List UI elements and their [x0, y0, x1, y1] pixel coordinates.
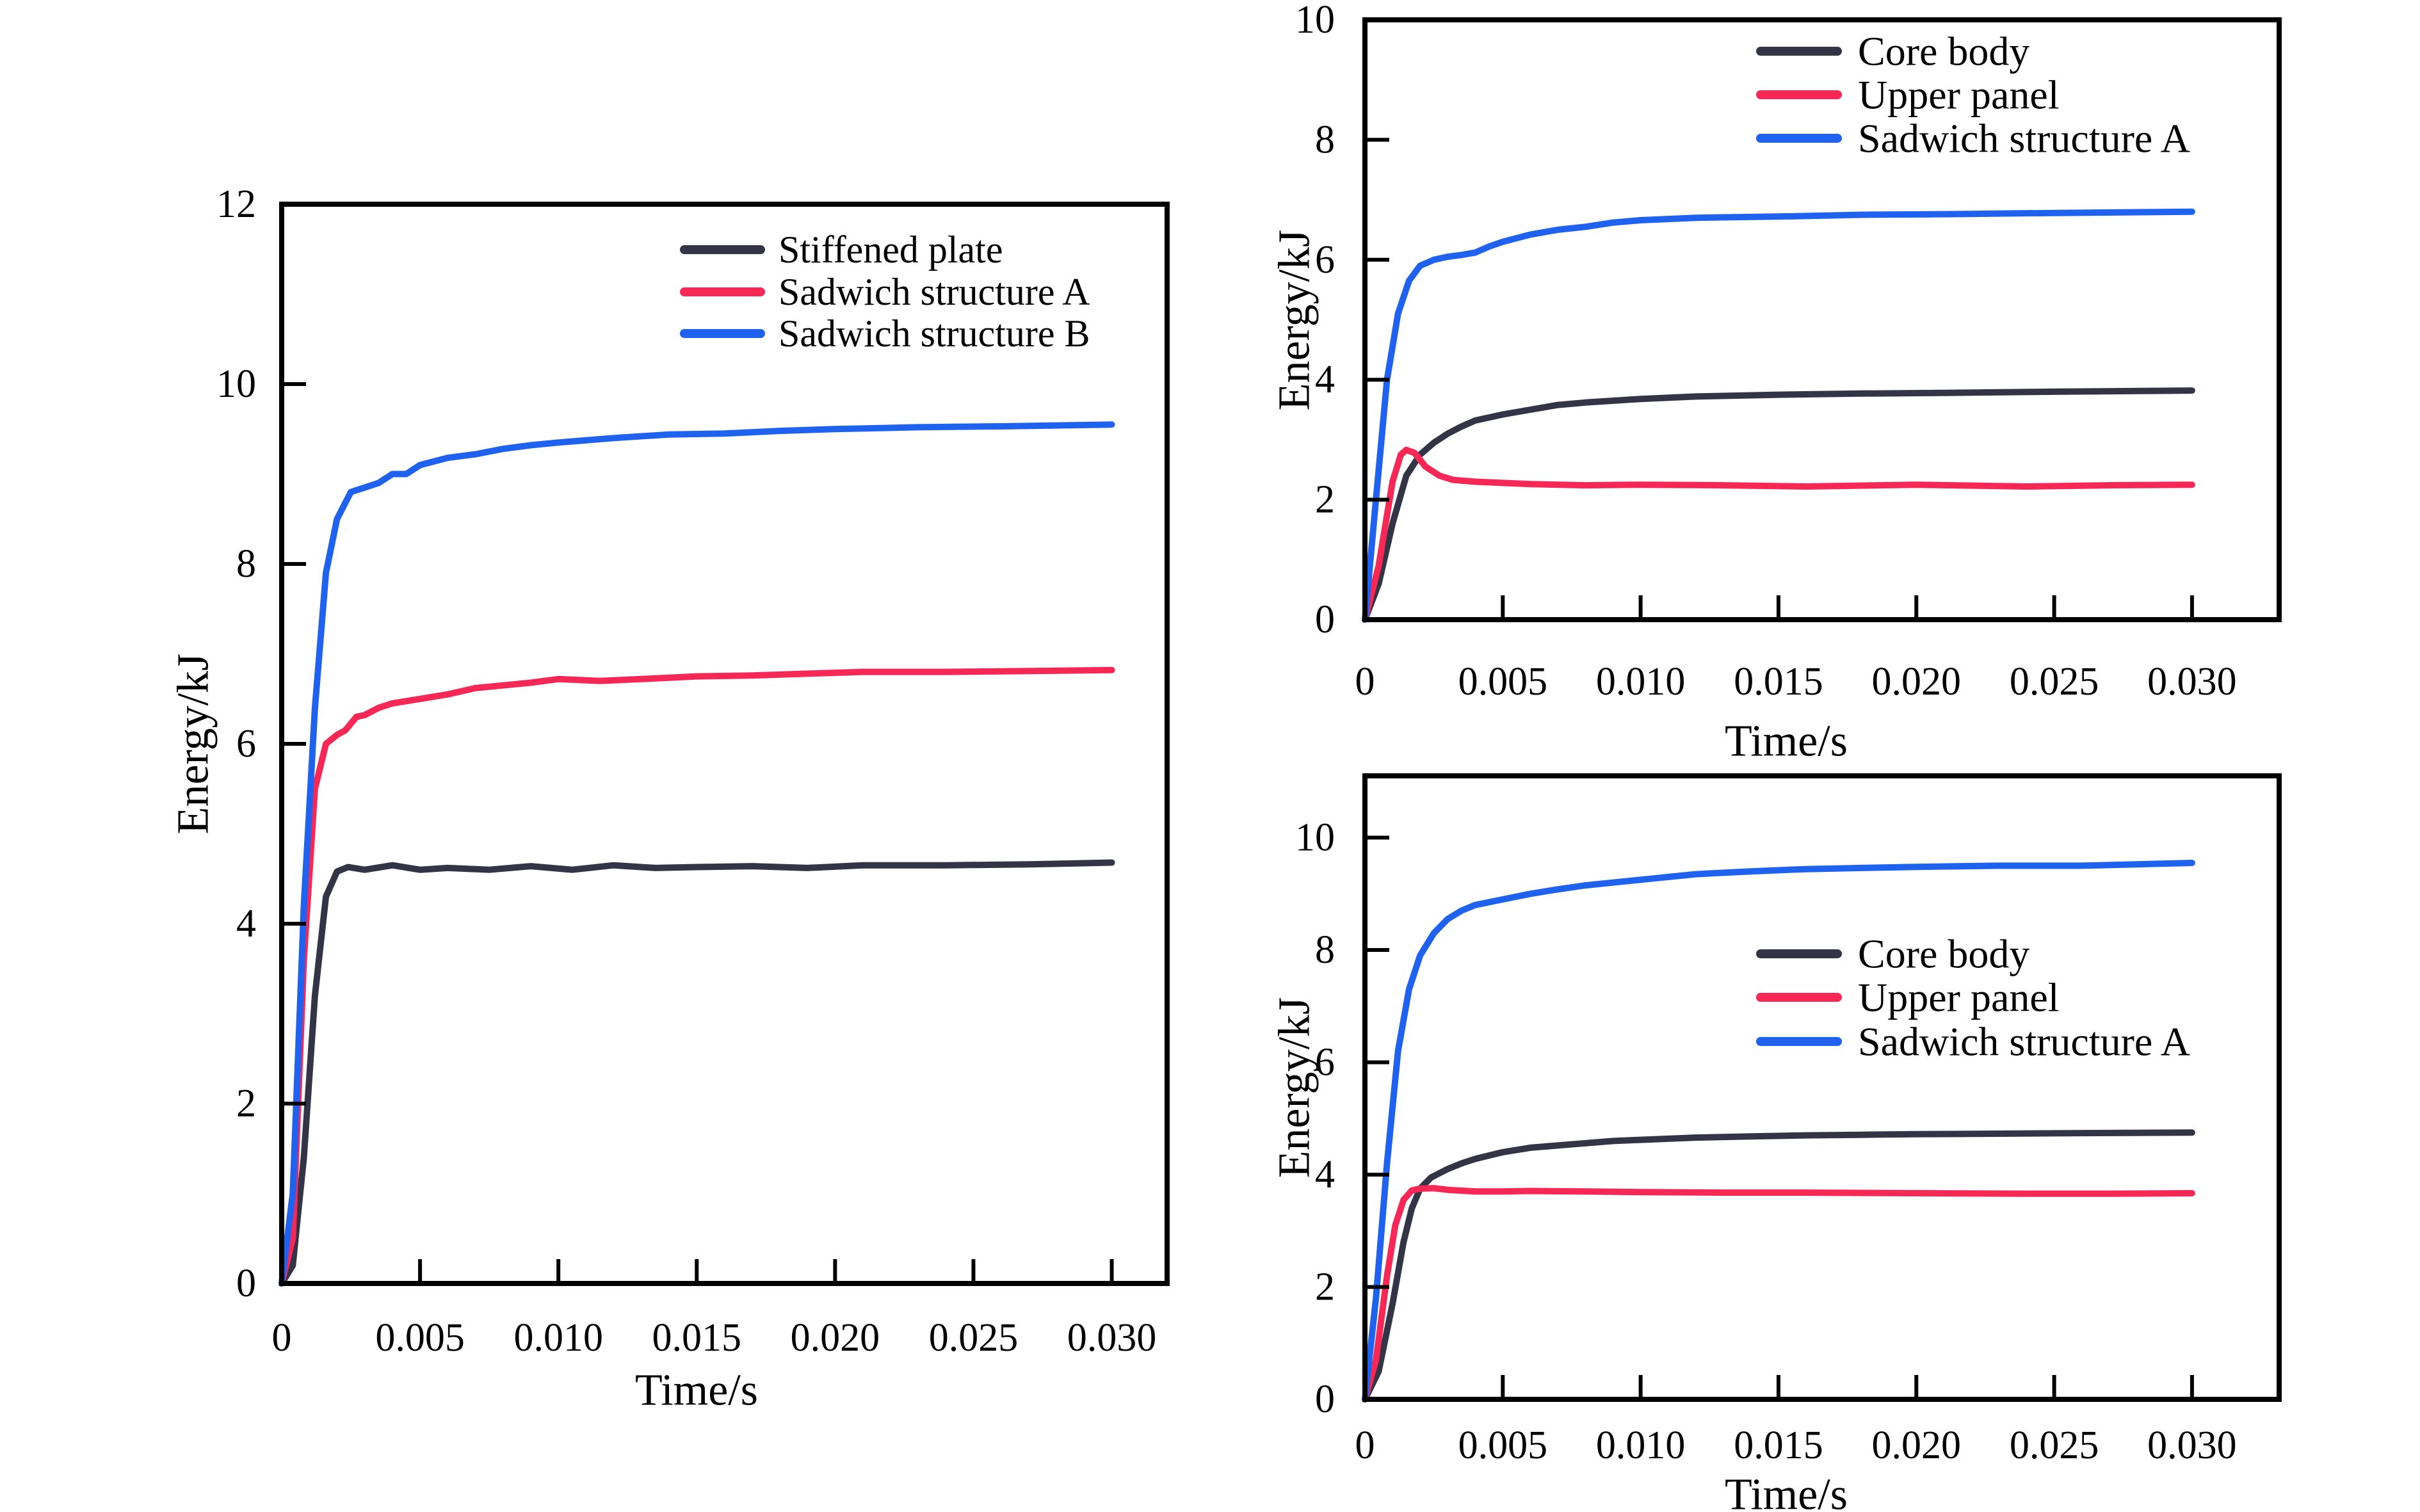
- y-tick-label: 0: [1315, 598, 1335, 641]
- y-tick-label: 2: [1315, 1266, 1335, 1309]
- x-tick-label: 0.010: [1596, 1424, 1686, 1467]
- legend-label: Sadwich structure A: [1858, 116, 2190, 161]
- legend-label: Core body: [1858, 931, 2029, 977]
- y-tick-label: 0: [1315, 1378, 1335, 1421]
- x-tick-label: 0.015: [1734, 1424, 1823, 1467]
- x-tick-label: 0.005: [1458, 1424, 1548, 1467]
- x-tick-label: 0: [1355, 1424, 1375, 1467]
- x-tick-label: 0.010: [1596, 660, 1686, 704]
- y-tick-label: 8: [1315, 118, 1335, 161]
- y-tick-label: 4: [236, 902, 256, 945]
- series-core-body: [1362, 387, 2195, 623]
- plot-frame: [1362, 773, 2282, 1402]
- y-axis-title: Energy/kJ: [169, 654, 218, 835]
- x-tick-label: 0.020: [791, 1316, 880, 1360]
- y-tick-label: 12: [216, 182, 256, 226]
- y-tick-label: 6: [1315, 1041, 1335, 1084]
- x-tick-label: 0.015: [1734, 660, 1823, 704]
- y-tick-label: 6: [236, 722, 256, 766]
- y-axis-title: Energy/kJ: [1270, 230, 1319, 411]
- series-stiffened-plate: [278, 859, 1115, 1287]
- y-axis-title: Energy/kJ: [1270, 997, 1319, 1178]
- series-sadwich-structure-a: [1362, 208, 2195, 623]
- x-tick-label: 0.020: [1872, 1424, 1962, 1467]
- x-tick-label: 0.030: [1067, 1316, 1157, 1360]
- x-axis-title: Time/s: [1725, 717, 1848, 766]
- x-tick-label: 0.025: [2010, 660, 2099, 704]
- x-tick-label: 0.005: [1458, 660, 1548, 704]
- series-sadwich-structure-b: [278, 421, 1115, 1287]
- plot-frame: [1362, 17, 2282, 622]
- y-tick-label: 2: [236, 1082, 256, 1125]
- legend-label: Stiffened plate: [778, 229, 1003, 271]
- x-tick-label: 0.005: [375, 1316, 465, 1360]
- series-sadwich-structure-a: [278, 666, 1115, 1287]
- legend-label: Sadwich structure A: [1858, 1019, 2190, 1065]
- x-tick-label: 0.030: [2147, 660, 2237, 704]
- y-tick-label: 2: [1315, 478, 1335, 522]
- y-tick-label: 8: [236, 542, 256, 586]
- y-tick-label: 8: [1315, 928, 1335, 972]
- y-tick-label: 0: [236, 1262, 256, 1305]
- y-tick-label: 10: [216, 362, 256, 406]
- x-tick-label: 0.015: [652, 1316, 742, 1360]
- chart-left: 0 0.005 0.010 0.015 0.020 0.025 0.030 0 2 4 6 8 10 12…: [169, 182, 1170, 1415]
- y-tick-label: 4: [1315, 358, 1335, 401]
- series-upper-panel: [1362, 446, 2195, 623]
- legend-label: Upper panel: [1858, 975, 2060, 1020]
- plot-frame: [279, 202, 1170, 1286]
- x-axis-title: Time/s: [635, 1366, 758, 1415]
- x-tick-label: 0.020: [1872, 660, 1962, 704]
- chart-bottom-right: 0 0.005 0.010 0.015 0.020 0.025 0.030 0 2 4 6 8 10 Ti…: [1270, 773, 2282, 1512]
- legend-label: Sadwich structure B: [778, 312, 1090, 355]
- legend-label: Core body: [1858, 29, 2029, 74]
- legend-label: Sadwich structure A: [778, 271, 1090, 313]
- series-sadwich-structure-a: [1362, 860, 2195, 1403]
- y-tick-label: 4: [1315, 1153, 1335, 1196]
- x-tick-label: 0.030: [2147, 1424, 2237, 1467]
- series-upper-panel: [1362, 1185, 2195, 1403]
- y-tick-label: 10: [1295, 816, 1335, 860]
- x-tick-label: 0: [272, 1316, 292, 1360]
- chart-top-right: 0 0.005 0.010 0.015 0.020 0.025 0.030 0 2 4 6 8 10 Ti…: [1270, 0, 2282, 766]
- x-tick-label: 0.025: [2010, 1424, 2099, 1467]
- legend-label: Upper panel: [1858, 72, 2060, 118]
- y-tick-label: 10: [1295, 0, 1335, 42]
- x-tick-label: 0.025: [929, 1316, 1019, 1360]
- y-tick-label: 6: [1315, 238, 1335, 282]
- x-axis-title: Time/s: [1725, 1470, 1848, 1512]
- x-tick-label: 0.010: [513, 1316, 603, 1360]
- x-tick-label: 0: [1355, 660, 1375, 704]
- series-core-body: [1362, 1129, 2195, 1403]
